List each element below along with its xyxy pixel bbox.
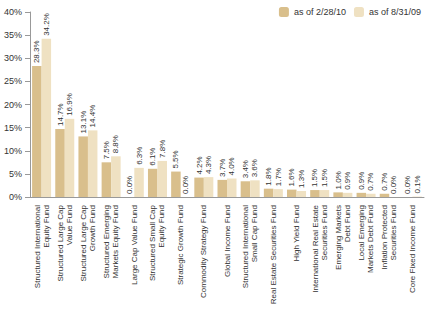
svg-text:Structured International: Structured International [241, 205, 250, 288]
svg-text:14.7%: 14.7% [56, 103, 65, 126]
svg-text:0.0%: 0.0% [181, 176, 190, 194]
svg-text:Core Fixed Income Fund: Core Fixed Income Fund [408, 205, 417, 293]
svg-text:0%: 0% [9, 192, 22, 202]
svg-text:1.7%: 1.7% [274, 168, 283, 186]
svg-text:1.6%: 1.6% [287, 168, 296, 186]
svg-text:3.4%: 3.4% [241, 160, 250, 178]
svg-text:Markets Debt Fund: Markets Debt Fund [366, 205, 375, 273]
svg-text:Securities Fund: Securities Fund [320, 205, 329, 261]
svg-text:5%: 5% [9, 169, 22, 179]
svg-text:Value Fund: Value Fund [65, 205, 74, 245]
svg-text:0.0%: 0.0% [403, 176, 412, 194]
svg-text:4.0%: 4.0% [227, 157, 236, 175]
svg-text:Large Cap Value Fund: Large Cap Value Fund [130, 205, 139, 285]
svg-text:34.2%: 34.2% [42, 13, 51, 36]
svg-text:0.9%: 0.9% [357, 172, 366, 190]
svg-text:Local Emerging: Local Emerging [357, 205, 366, 261]
svg-text:as of 2/28/10: as of 2/28/10 [294, 7, 346, 17]
svg-text:1.5%: 1.5% [310, 169, 319, 187]
svg-text:40%: 40% [4, 7, 22, 17]
svg-text:14.4%: 14.4% [88, 105, 97, 128]
svg-text:28.3%: 28.3% [32, 40, 41, 63]
svg-text:5.5%: 5.5% [171, 150, 180, 168]
svg-text:0.9%: 0.9% [343, 172, 352, 190]
svg-text:as of 8/31/09: as of 8/31/09 [369, 7, 421, 17]
svg-text:16.9%: 16.9% [65, 93, 74, 116]
svg-text:International Real Estate: International Real Estate [311, 204, 320, 292]
svg-text:Real Estate Securities Fund: Real Estate Securities Fund [269, 205, 278, 304]
svg-text:1.8%: 1.8% [264, 167, 273, 185]
svg-text:Structured Large Cap: Structured Large Cap [56, 204, 65, 281]
svg-text:High Yield Fund: High Yield Fund [292, 205, 301, 261]
svg-text:0.7%: 0.7% [380, 173, 389, 191]
svg-text:Securities Fund: Securities Fund [389, 205, 398, 261]
svg-text:Equity Fund: Equity Fund [42, 205, 51, 248]
svg-text:Structured International: Structured International [33, 205, 42, 288]
svg-text:13.1%: 13.1% [79, 111, 88, 134]
svg-text:0.0%: 0.0% [125, 176, 134, 194]
svg-text:Equity Fund: Equity Fund [157, 205, 166, 248]
svg-text:Structured Small Cap: Structured Small Cap [148, 204, 157, 281]
svg-text:0.7%: 0.7% [366, 173, 375, 191]
svg-text:1.3%: 1.3% [297, 170, 306, 188]
svg-text:1.5%: 1.5% [320, 169, 329, 187]
svg-text:7.8%: 7.8% [158, 140, 167, 158]
svg-text:20%: 20% [4, 100, 22, 110]
svg-text:Growth Fund: Growth Fund [88, 205, 97, 251]
svg-text:Strategic Growth Fund: Strategic Growth Fund [176, 205, 185, 285]
svg-text:1.0%: 1.0% [334, 171, 343, 189]
svg-text:25%: 25% [4, 76, 22, 86]
svg-text:6.1%: 6.1% [148, 148, 157, 166]
svg-text:8.8%: 8.8% [111, 135, 120, 153]
svg-text:0.0%: 0.0% [389, 176, 398, 194]
svg-text:10%: 10% [4, 146, 22, 156]
svg-text:3.6%: 3.6% [250, 159, 259, 177]
svg-text:4.3%: 4.3% [204, 156, 213, 174]
svg-text:Structured Large Cap: Structured Large Cap [79, 204, 88, 281]
svg-text:35%: 35% [4, 30, 22, 40]
svg-text:7.5%: 7.5% [102, 141, 111, 159]
svg-text:4.2%: 4.2% [195, 156, 204, 174]
svg-text:Structured Emerging: Structured Emerging [102, 205, 111, 278]
svg-text:Debt Fund: Debt Fund [343, 205, 352, 242]
svg-text:6.3%: 6.3% [135, 147, 144, 165]
svg-text:Markets Equity Fund: Markets Equity Fund [111, 205, 120, 278]
svg-text:15%: 15% [4, 123, 22, 133]
svg-text:0.1%: 0.1% [413, 175, 422, 193]
svg-text:Global Income Fund: Global Income Fund [223, 205, 232, 277]
svg-text:Inflation Protected: Inflation Protected [380, 205, 389, 269]
svg-text:30%: 30% [4, 53, 22, 63]
svg-text:3.7%: 3.7% [218, 159, 227, 177]
svg-text:Small Cap Fund: Small Cap Fund [250, 205, 259, 262]
svg-text:Commodity Strategy Fund: Commodity Strategy Fund [199, 205, 208, 298]
svg-text:Emerging Markets: Emerging Markets [334, 205, 343, 270]
